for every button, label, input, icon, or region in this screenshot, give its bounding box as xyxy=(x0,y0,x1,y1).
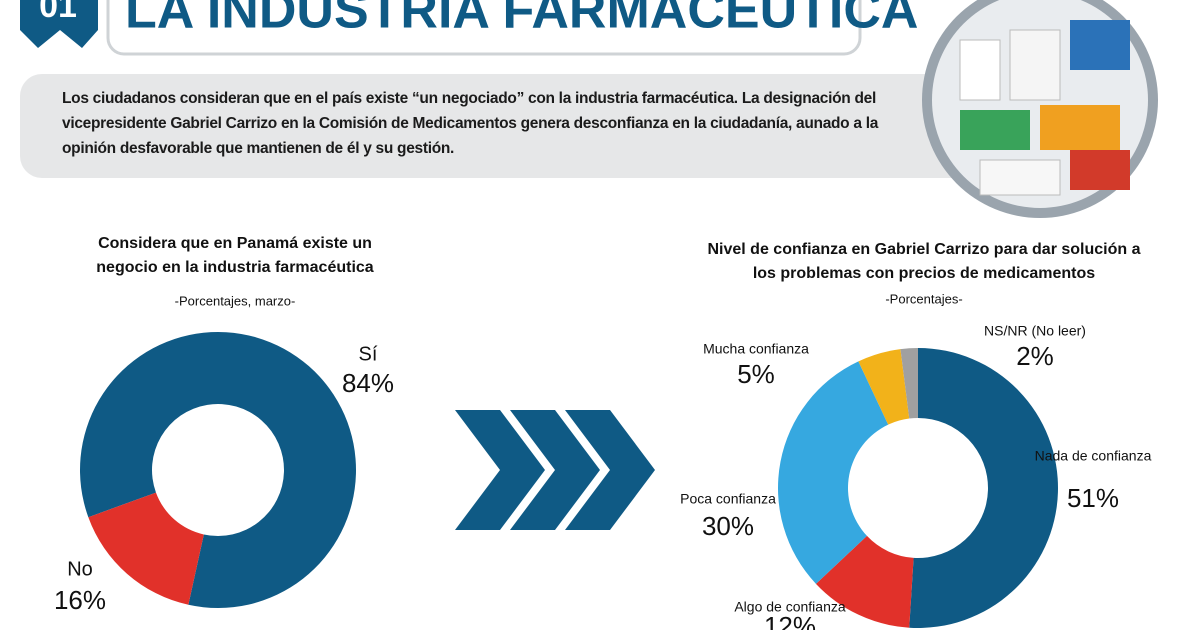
slice-label: No xyxy=(67,558,93,580)
slice-value: 30% xyxy=(702,511,754,541)
chart-title: Considera que en Panamá existe un negocio… xyxy=(96,235,374,276)
slice-label: Sí xyxy=(359,343,378,365)
slice-value: 84% xyxy=(342,368,394,398)
chart-subtitle: -Porcentajes, marzo- xyxy=(175,293,296,308)
chevrons xyxy=(455,410,655,530)
slice-value: 51% xyxy=(1067,483,1119,513)
photo xyxy=(922,0,1158,218)
donut-slice xyxy=(88,492,204,605)
slice-value: 12% xyxy=(764,611,816,630)
chart-title: Nivel de confianza en Gabriel Carrizo pa… xyxy=(707,241,1140,282)
slice-label: Nada de confianza xyxy=(1035,448,1152,464)
donut-slice xyxy=(815,535,914,628)
slice-label: NS/NR (No leer) xyxy=(984,323,1086,339)
donut-slice xyxy=(778,361,889,584)
intro-box xyxy=(20,74,980,178)
slice-value: 16% xyxy=(54,585,106,615)
title-box xyxy=(106,0,862,56)
donut-slice xyxy=(79,332,357,608)
slice-value: 5% xyxy=(737,359,775,389)
donut-slice xyxy=(858,349,910,425)
donut-slice xyxy=(900,348,918,419)
badge xyxy=(20,0,98,48)
slice-label: Poca confianza xyxy=(680,491,776,507)
slice-label: Mucha confianza xyxy=(703,341,809,357)
slice-value: 2% xyxy=(1016,341,1054,371)
slice-label: Algo de confianza xyxy=(734,599,846,615)
badge-number: 01 xyxy=(39,0,77,25)
main-title: LA INDUSTRIA FARMACÉUTICA xyxy=(125,0,918,40)
chart-subtitle: -Porcentajes- xyxy=(885,291,962,306)
intro-text: Los ciudadanos consideran que en el país… xyxy=(62,90,879,157)
donut-slice xyxy=(909,348,1058,628)
